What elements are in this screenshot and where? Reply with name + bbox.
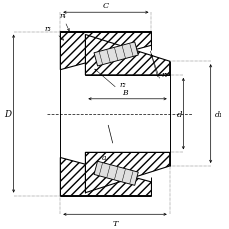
Text: d₁: d₁ — [214, 110, 222, 118]
Polygon shape — [60, 33, 151, 70]
Text: d: d — [176, 110, 181, 118]
Text: C: C — [102, 2, 109, 10]
Text: B: B — [122, 89, 128, 97]
Text: r₃: r₃ — [44, 25, 51, 33]
Polygon shape — [85, 35, 169, 76]
Text: r₄: r₄ — [59, 11, 66, 19]
Polygon shape — [94, 43, 138, 67]
Text: D: D — [4, 110, 11, 119]
Text: a: a — [101, 153, 105, 161]
Polygon shape — [60, 158, 151, 196]
Polygon shape — [94, 161, 138, 185]
Text: T: T — [112, 219, 117, 227]
Text: r₂: r₂ — [119, 81, 126, 89]
Polygon shape — [85, 153, 169, 193]
Text: r₁: r₁ — [161, 71, 168, 78]
